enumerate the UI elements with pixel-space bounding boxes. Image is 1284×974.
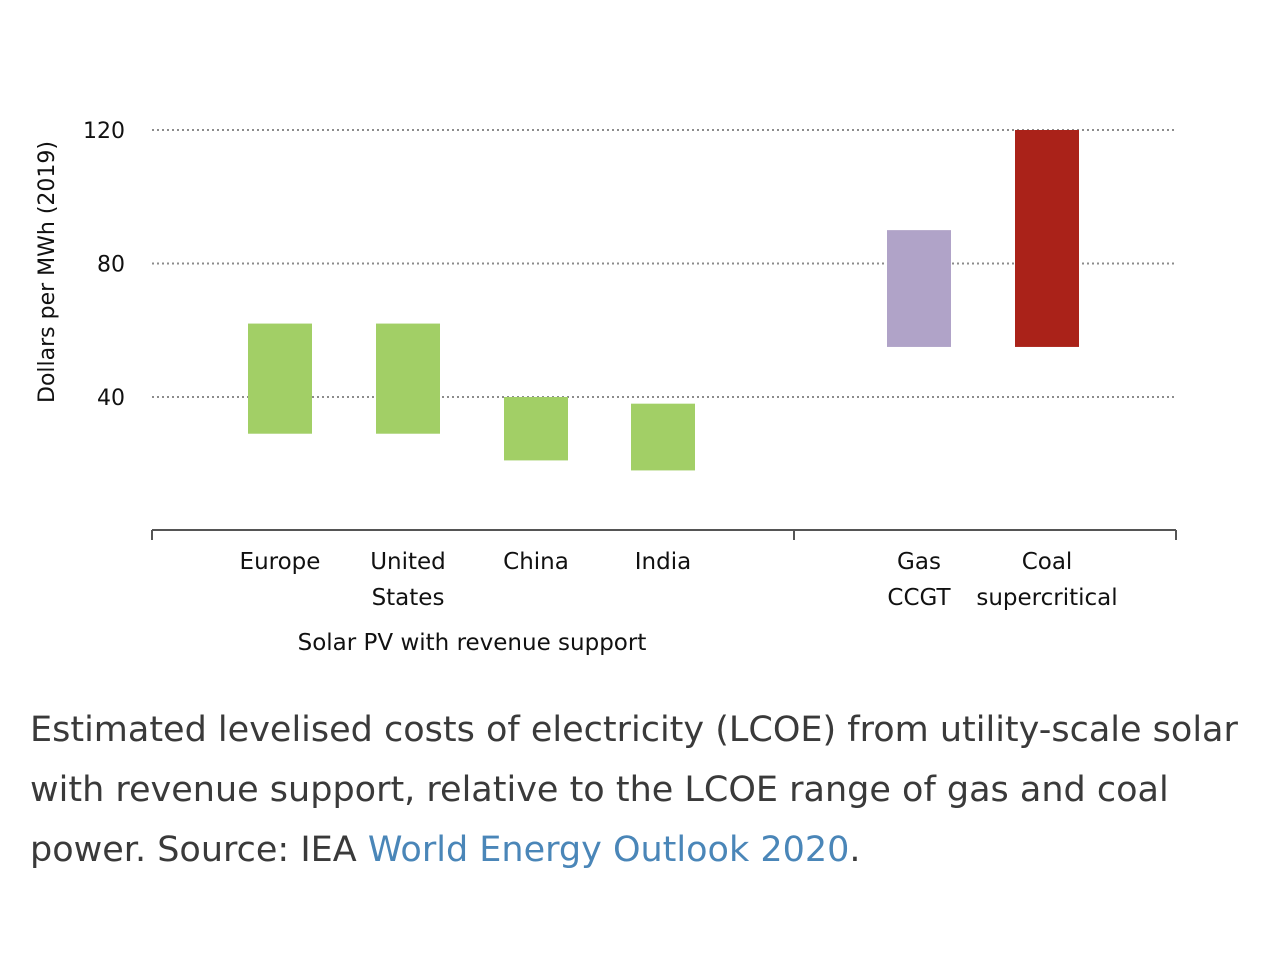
category-label-united-states: United States: [370, 549, 446, 611]
category-label-coal-supercritical: Coal supercritical: [976, 549, 1117, 611]
lcoe-chart: 40 80 120 Dollars per MWh (2019) Europe Uni…: [35, 119, 1177, 656]
bar-coal-supercritical: [1015, 130, 1079, 347]
bar-china: [504, 397, 568, 461]
y-axis-title: Dollars per MWh (2019): [35, 141, 60, 403]
category-labels: Europe United States China India Solar PV wit…: [240, 549, 1118, 656]
caption-end: .: [849, 830, 861, 870]
bar-gas-ccgt: [887, 230, 951, 347]
category-label-gas-ccgt: Gas CCGT: [887, 549, 951, 611]
category-label-europe: Europe: [240, 549, 321, 575]
caption-text: Estimated levelised costs of electricity…: [30, 710, 1238, 870]
source-link[interactable]: World Energy Outlook 2020: [367, 830, 850, 870]
y-tick-labels: 40 80 120: [83, 119, 125, 411]
category-label-china: China: [503, 549, 569, 575]
group-label-0: Solar PV with revenue support: [298, 630, 647, 656]
bar-india: [631, 403, 695, 471]
x-axis: [151, 529, 1177, 540]
bar-united-states: [376, 323, 440, 434]
bars: [248, 130, 1079, 471]
figure-caption: Estimated levelised costs of electricity…: [30, 700, 1260, 880]
bar-europe: [248, 323, 312, 434]
category-label-india: India: [635, 549, 691, 575]
y-tick-label-40: 40: [97, 386, 125, 411]
y-tick-label-120: 120: [83, 119, 125, 144]
y-tick-label-80: 80: [97, 253, 125, 278]
gridlines: [152, 129, 1176, 398]
